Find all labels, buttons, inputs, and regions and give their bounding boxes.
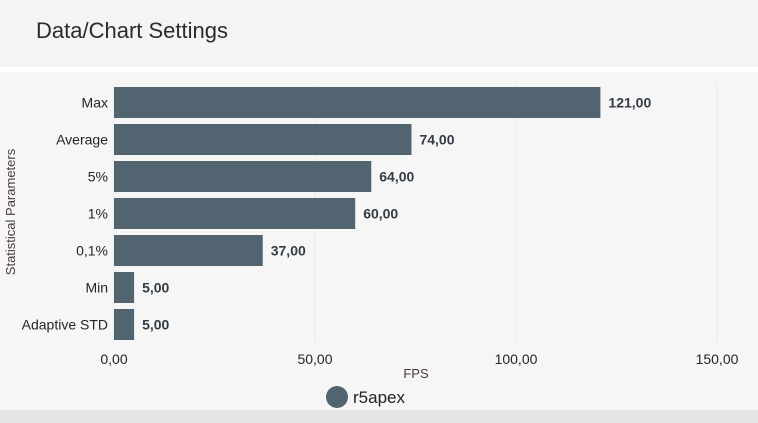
data-label: 60,00 — [363, 206, 398, 222]
data-label: 74,00 — [419, 132, 454, 148]
bar-chart: 0,00 50,00 100,00 150,00 Max 121,00 Average 74,… — [3, 84, 739, 408]
y-tick-label: 1% — [88, 206, 108, 222]
bar-adaptive-std[interactable] — [114, 309, 135, 340]
bar-min[interactable] — [114, 272, 135, 303]
legend-marker — [326, 386, 348, 408]
y-axis-title: Statistical Parameters — [3, 148, 18, 275]
x-tick-label: 50,00 — [297, 351, 332, 367]
legend[interactable]: r5apex — [326, 386, 405, 408]
x-tick-label: 0,00 — [100, 351, 127, 367]
page-title: Data/Chart Settings — [36, 18, 228, 43]
bar-0-1-[interactable] — [114, 235, 263, 266]
y-tick-label: 0,1% — [76, 243, 108, 259]
header-divider — [0, 67, 758, 72]
y-tick-label: Average — [56, 132, 108, 148]
chart-area: 0,00 50,00 100,00 150,00 Max 121,00 Average 74,… — [0, 72, 758, 410]
bar-1-[interactable] — [114, 198, 356, 229]
legend-label: r5apex — [353, 388, 405, 407]
data-label: 5,00 — [142, 317, 169, 333]
y-tick-label: Adaptive STD — [22, 317, 108, 333]
x-tick-label: 150,00 — [696, 351, 739, 367]
y-tick-label: Min — [85, 280, 108, 296]
data-label: 37,00 — [271, 243, 306, 259]
data-label: 64,00 — [379, 169, 414, 185]
bottom-bar — [0, 410, 758, 423]
x-tick-label: 100,00 — [495, 351, 538, 367]
data-label: 121,00 — [608, 95, 651, 111]
x-axis-title: FPS — [403, 366, 429, 381]
bar-average[interactable] — [114, 124, 412, 155]
y-tick-label: 5% — [88, 169, 108, 185]
bar-5-[interactable] — [114, 161, 372, 192]
data-label: 5,00 — [142, 280, 169, 296]
y-tick-label: Max — [82, 95, 108, 111]
header: Data/Chart Settings — [0, 0, 758, 67]
bar-max[interactable] — [114, 87, 601, 118]
